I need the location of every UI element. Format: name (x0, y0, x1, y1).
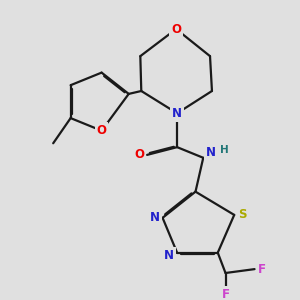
Text: O: O (97, 124, 106, 137)
Text: O: O (134, 148, 144, 161)
Text: F: F (258, 262, 266, 276)
Text: N: N (164, 249, 174, 262)
Text: N: N (150, 211, 160, 224)
Text: N: N (172, 107, 182, 120)
Text: F: F (221, 288, 230, 300)
Text: H: H (220, 145, 229, 155)
Text: O: O (171, 22, 181, 35)
Text: S: S (238, 208, 246, 221)
Text: N: N (206, 146, 216, 160)
